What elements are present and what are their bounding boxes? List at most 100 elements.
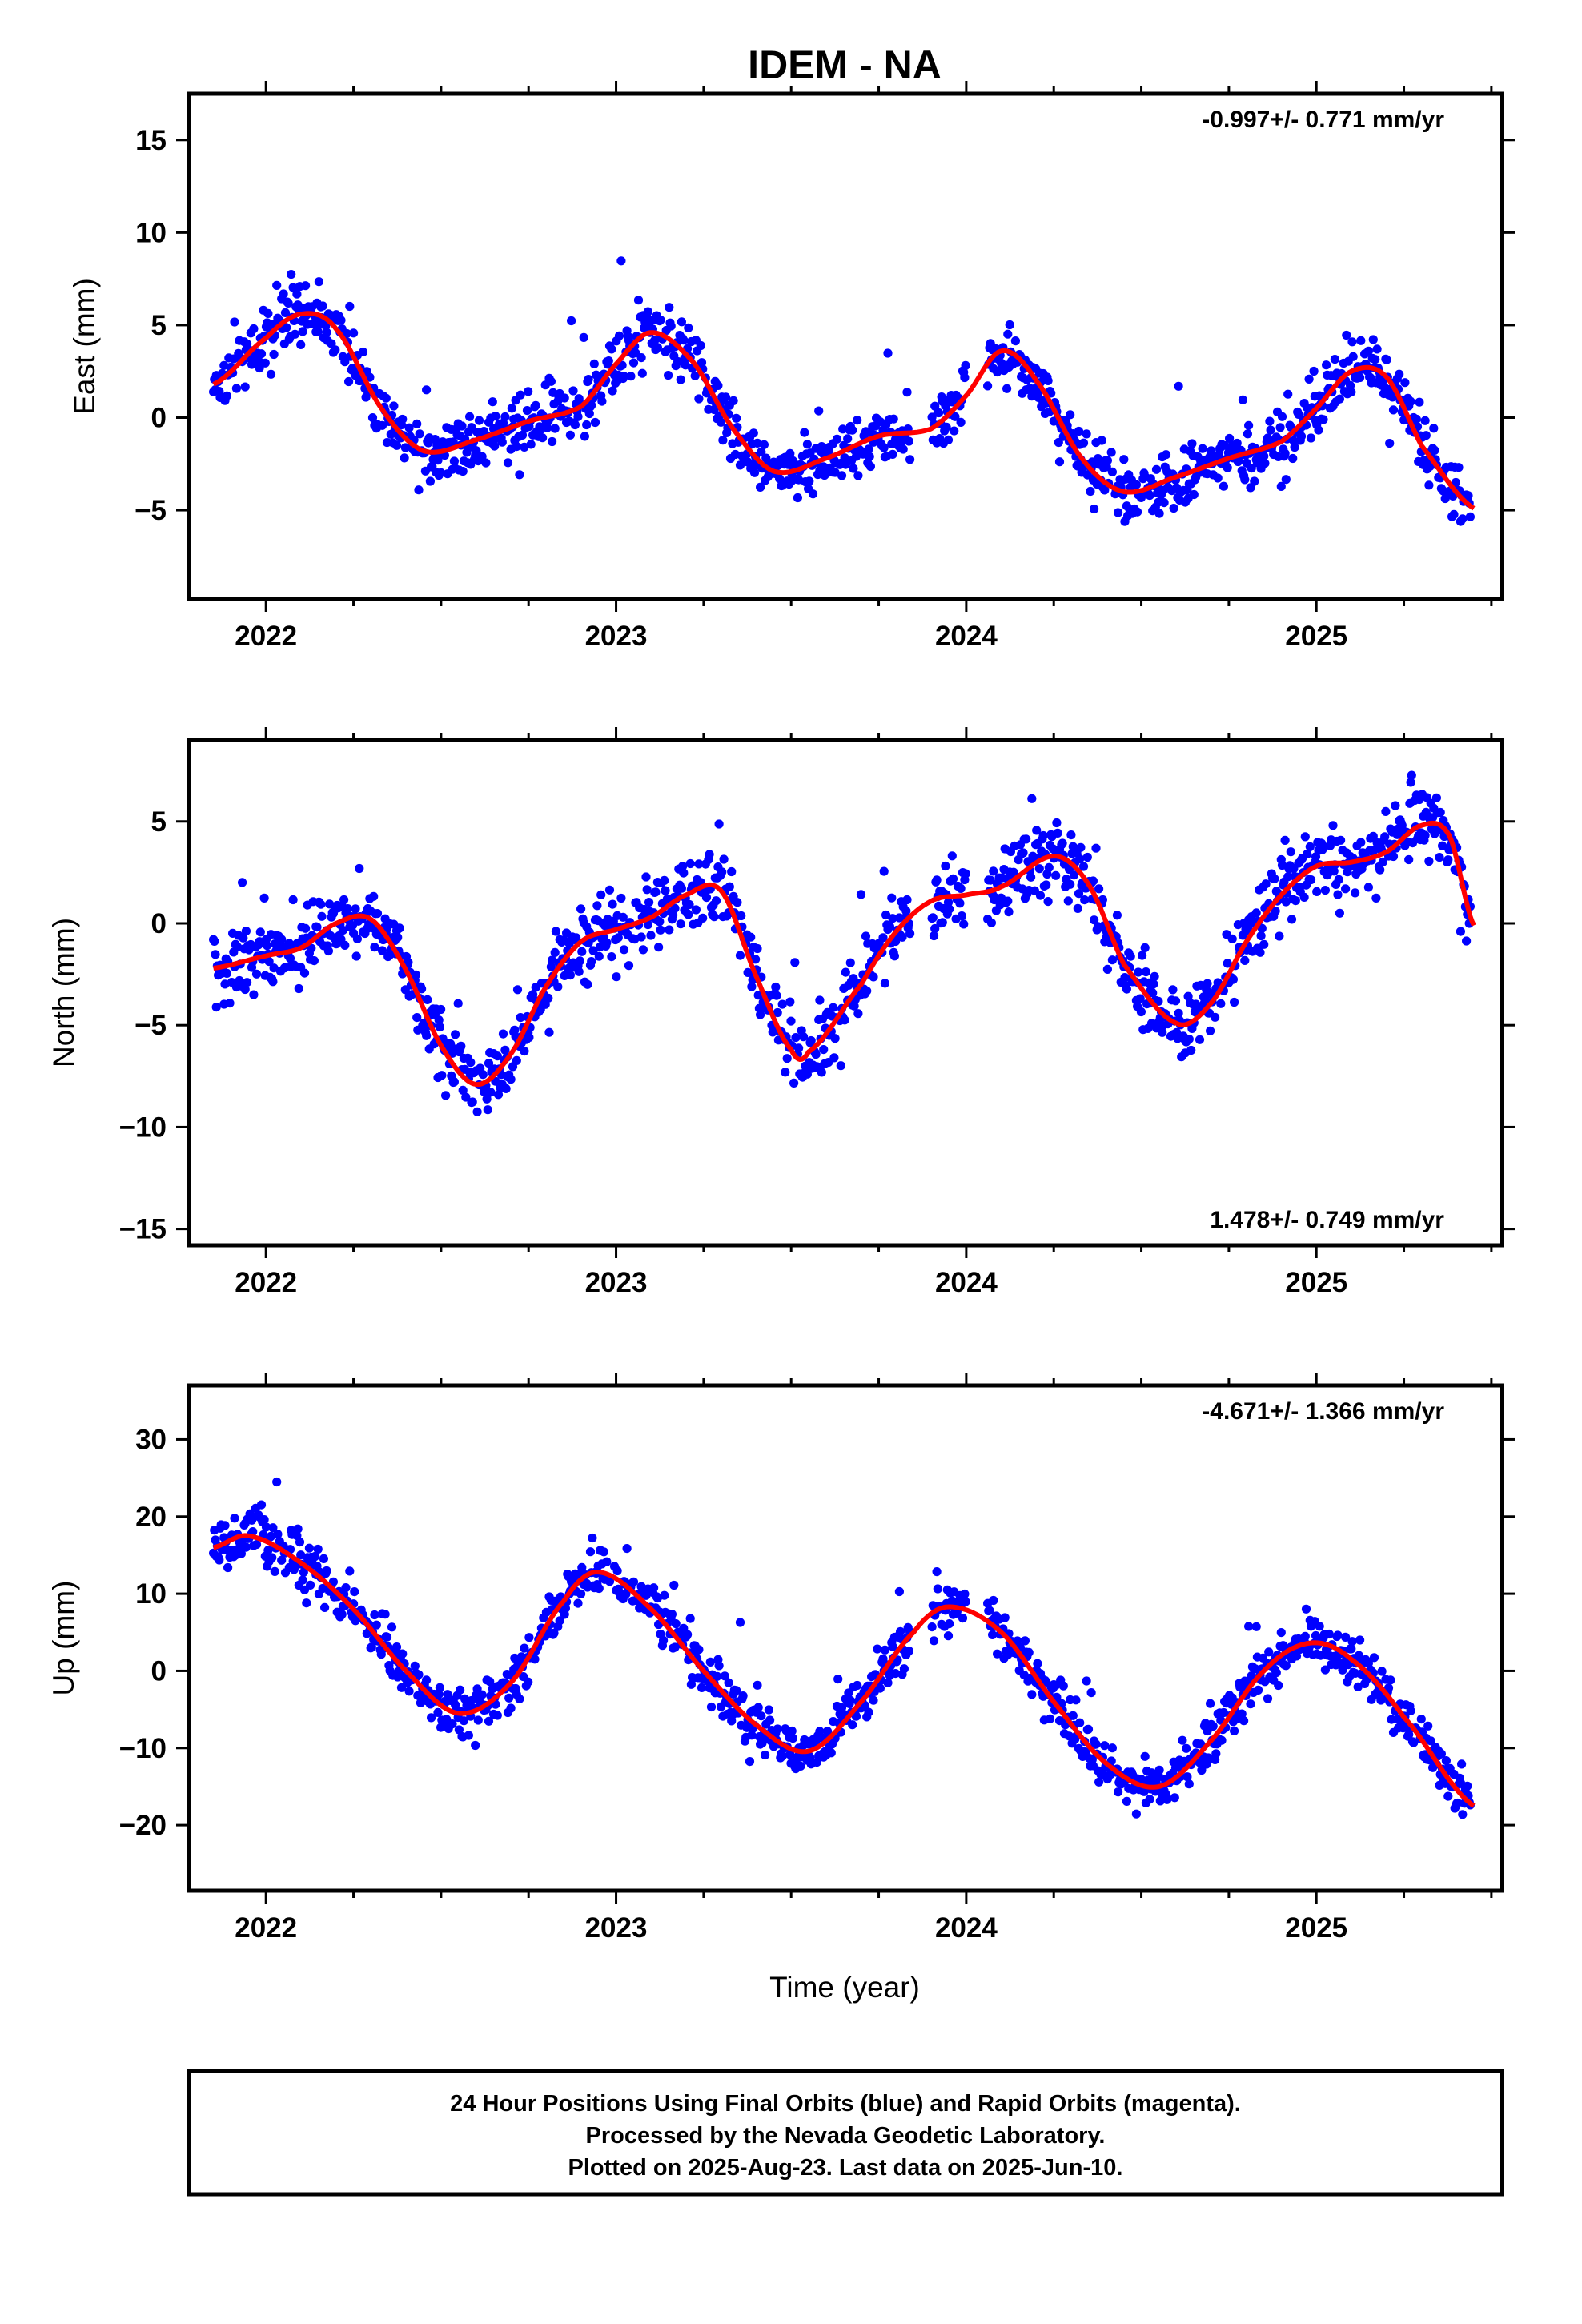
data-point xyxy=(1336,835,1346,845)
data-point xyxy=(1371,893,1381,903)
data-point xyxy=(382,1632,392,1642)
data-point xyxy=(1453,1798,1463,1808)
data-point xyxy=(500,412,510,422)
data-point xyxy=(1098,895,1107,905)
data-point xyxy=(411,970,421,979)
data-point xyxy=(304,1543,314,1553)
data-point xyxy=(436,1004,446,1015)
data-point xyxy=(720,1671,729,1681)
data-point xyxy=(583,979,592,989)
data-point xyxy=(709,912,719,922)
data-point xyxy=(845,958,855,967)
data-point xyxy=(526,440,536,449)
data-point xyxy=(685,1614,695,1623)
data-point xyxy=(215,1555,224,1565)
data-point xyxy=(1281,1661,1291,1671)
data-point xyxy=(756,1010,765,1019)
data-point xyxy=(614,331,624,340)
data-point xyxy=(1091,1739,1101,1749)
data-point xyxy=(644,898,654,907)
y-tick-label: 30 xyxy=(135,1424,167,1455)
data-point xyxy=(395,923,404,933)
data-point xyxy=(1239,1716,1249,1726)
data-point xyxy=(264,957,274,967)
data-point xyxy=(233,942,243,951)
data-point xyxy=(461,1092,471,1102)
data-point xyxy=(670,1642,680,1652)
data-point xyxy=(905,455,915,464)
data-point xyxy=(1356,336,1366,345)
data-point xyxy=(472,1684,482,1694)
data-point xyxy=(1312,887,1322,896)
data-point xyxy=(1045,1714,1055,1723)
data-point xyxy=(1150,971,1159,981)
data-point xyxy=(301,923,311,933)
data-point xyxy=(1187,439,1197,448)
data-point xyxy=(1324,1629,1334,1639)
data-point xyxy=(1343,1660,1353,1670)
data-point xyxy=(756,482,765,493)
data-point xyxy=(579,332,588,342)
data-point xyxy=(492,1051,502,1061)
rate-annotation: -4.671+/- 1.366 mm/yr xyxy=(1202,1398,1444,1425)
data-point xyxy=(299,968,310,978)
data-point xyxy=(628,1577,639,1586)
data-point xyxy=(713,1671,722,1681)
data-point xyxy=(643,307,653,316)
data-point xyxy=(1107,467,1117,477)
data-point xyxy=(1054,437,1063,448)
data-point xyxy=(751,955,761,964)
data-point xyxy=(597,396,607,406)
data-point xyxy=(239,933,248,943)
data-point xyxy=(241,927,251,936)
data-point xyxy=(484,1716,494,1726)
data-point xyxy=(938,918,947,927)
data-point xyxy=(1182,1743,1191,1753)
data-point xyxy=(273,1530,283,1539)
data-point xyxy=(1074,426,1084,436)
data-point xyxy=(448,1719,457,1729)
data-point xyxy=(1078,438,1089,448)
data-point xyxy=(1341,1632,1351,1642)
data-point xyxy=(516,390,525,400)
data-point xyxy=(295,1538,305,1547)
data-point xyxy=(1083,1724,1094,1734)
data-point xyxy=(1250,476,1259,486)
data-point xyxy=(904,436,913,446)
data-point xyxy=(1217,1735,1227,1745)
data-point xyxy=(596,890,606,899)
data-point xyxy=(414,485,424,495)
data-point xyxy=(637,368,647,378)
data-point xyxy=(1058,1681,1068,1691)
data-point xyxy=(888,449,897,460)
data-point xyxy=(724,1678,733,1687)
data-point xyxy=(757,1711,766,1721)
data-point xyxy=(676,375,685,384)
data-point xyxy=(520,1047,529,1056)
data-point xyxy=(1068,1711,1078,1720)
data-point xyxy=(435,1022,445,1032)
y-tick-label: −10 xyxy=(119,1112,167,1143)
data-point xyxy=(1426,1736,1435,1746)
data-point xyxy=(897,932,907,942)
data-point xyxy=(679,868,689,878)
data-point xyxy=(659,1635,669,1646)
data-point xyxy=(266,1531,276,1541)
data-point xyxy=(1066,879,1075,889)
data-point xyxy=(642,885,652,895)
data-point xyxy=(422,1031,432,1040)
data-point xyxy=(1097,436,1106,445)
data-point xyxy=(1264,1647,1274,1657)
data-point xyxy=(1145,1795,1154,1804)
data-point xyxy=(670,903,680,913)
data-point xyxy=(210,936,219,946)
data-point xyxy=(517,430,528,440)
data-point xyxy=(989,866,998,876)
data-point xyxy=(844,1688,853,1698)
data-point xyxy=(1343,867,1352,877)
data-point xyxy=(1395,369,1404,379)
data-point xyxy=(1216,999,1226,1008)
data-point xyxy=(983,381,993,391)
data-point xyxy=(879,866,889,876)
data-point xyxy=(1411,414,1421,424)
